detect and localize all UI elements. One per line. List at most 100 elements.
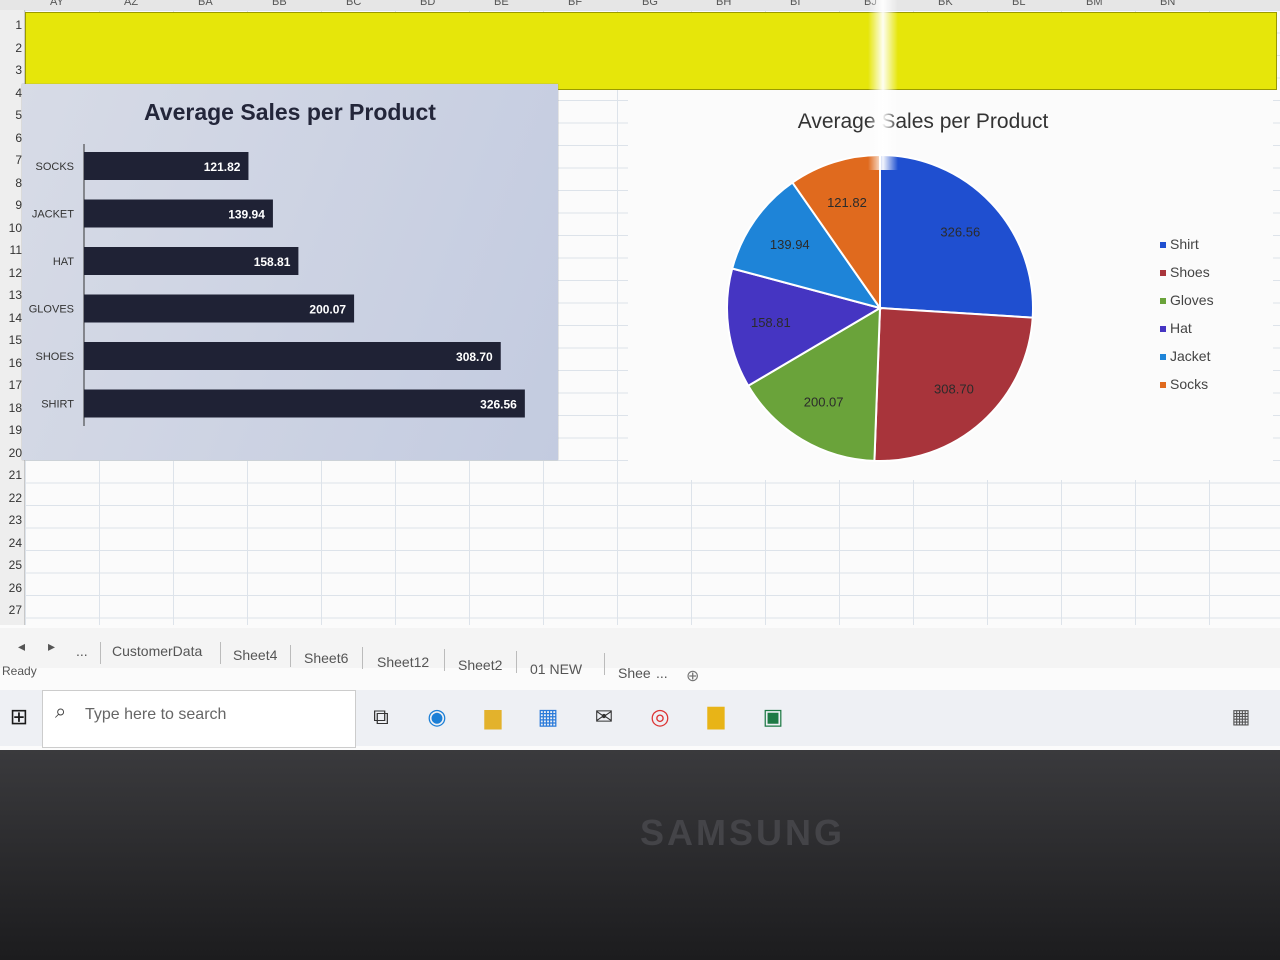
tab-01-new[interactable]: 01 NEW xyxy=(530,661,583,677)
column-header[interactable]: AZ xyxy=(124,0,139,8)
bar[interactable] xyxy=(84,342,501,370)
tab-sheet6[interactable]: Sheet6 xyxy=(304,650,349,666)
bar[interactable] xyxy=(84,199,273,228)
store-icon[interactable]: ▦ xyxy=(537,704,559,729)
column-header[interactable]: BB xyxy=(272,0,287,8)
legend-label: Shoes xyxy=(1170,264,1210,280)
add-sheet-icon[interactable]: ⊕ xyxy=(686,668,700,685)
row-number[interactable]: 18 xyxy=(8,400,22,415)
bar-value-label: 200.07 xyxy=(309,303,346,317)
row-number[interactable]: 21 xyxy=(8,468,22,482)
laptop-bezel: SAMSUNG xyxy=(0,750,1280,960)
legend-label: Hat xyxy=(1170,320,1192,336)
pie-value-label: 200.07 xyxy=(804,395,844,410)
row-number[interactable]: 25 xyxy=(8,558,22,572)
power-bi-icon[interactable]: ▇ xyxy=(707,704,725,729)
yellow-banner[interactable] xyxy=(25,12,1277,90)
row-number[interactable]: 10 xyxy=(8,220,22,235)
bar[interactable] xyxy=(84,152,249,180)
bar[interactable] xyxy=(84,247,299,275)
row-number[interactable]: 3 xyxy=(15,63,22,77)
bar[interactable] xyxy=(84,294,355,323)
file-explorer-icon[interactable]: ▆ xyxy=(484,704,502,729)
row-number[interactable]: 23 xyxy=(8,513,22,527)
search-placeholder: Type here to search xyxy=(85,706,227,723)
pie-value-label: 121.82 xyxy=(827,195,867,210)
edge-icon[interactable]: ◉ xyxy=(427,704,447,729)
column-header[interactable]: BK xyxy=(938,0,953,8)
legend-label: Gloves xyxy=(1170,292,1214,308)
column-header[interactable]: BI xyxy=(790,0,801,8)
pie-slice[interactable] xyxy=(730,181,883,310)
row-number[interactable]: 16 xyxy=(8,355,22,370)
tab-sheet12[interactable]: Sheet12 xyxy=(377,654,430,670)
tab-sheet2[interactable]: Sheet2 xyxy=(458,657,503,673)
row-number[interactable]: 1 xyxy=(15,18,22,32)
bar-chart[interactable]: Average Sales per Product SOCKS 121.82 JAC… xyxy=(22,84,558,460)
column-header[interactable]: BL xyxy=(1012,0,1026,8)
row-number[interactable]: 2 xyxy=(15,40,22,55)
pie-slice[interactable] xyxy=(746,306,882,462)
column-header[interactable]: BA xyxy=(198,0,213,8)
excel-icon[interactable]: ▣ xyxy=(762,704,784,729)
chrome-icon[interactable]: ◎ xyxy=(650,704,670,729)
row-number[interactable]: 20 xyxy=(8,445,22,460)
tab-customerdata[interactable]: CustomerData xyxy=(112,643,203,659)
more-tabs-right[interactable]: ... xyxy=(656,665,668,681)
windows-start-icon[interactable]: ⊞ xyxy=(9,704,29,729)
bar-category-label: SHOES xyxy=(35,351,74,363)
pie-value-label: 158.81 xyxy=(751,315,791,330)
screen-glare xyxy=(868,0,898,170)
pie-slice[interactable] xyxy=(873,306,1034,462)
row-number[interactable]: 14 xyxy=(8,310,22,325)
bar[interactable] xyxy=(84,389,525,418)
legend-swatch xyxy=(1160,326,1166,333)
row-number[interactable]: 13 xyxy=(8,288,22,302)
column-header[interactable]: BF xyxy=(568,0,583,8)
column-header[interactable]: BM xyxy=(1086,0,1103,8)
legend-item: Hat xyxy=(1160,320,1192,336)
row-header-bar: 1 2 3 4 5 6 7 8 9 10 11 12 13 14 15 16 17 18 19 20 21 22 23 24 2… xyxy=(0,10,25,625)
row-number[interactable]: 12 xyxy=(8,265,22,280)
row-number[interactable]: 26 xyxy=(8,580,22,595)
task-view-icon[interactable]: ⧉ xyxy=(373,704,389,729)
row-number[interactable]: 7 xyxy=(15,153,22,167)
row-number[interactable]: 27 xyxy=(8,603,22,617)
bar-category-label: SHIRT xyxy=(41,399,74,411)
legend-swatch xyxy=(1160,298,1166,305)
row-number[interactable]: 4 xyxy=(15,85,22,100)
legend-swatch xyxy=(1160,242,1166,249)
column-header[interactable]: BG xyxy=(642,0,658,8)
column-header[interactable]: AY xyxy=(50,0,64,8)
bar-category-label: JACKET xyxy=(32,209,74,221)
row-number[interactable]: 17 xyxy=(8,378,22,392)
row-number[interactable]: 6 xyxy=(15,130,22,145)
row-number[interactable]: 8 xyxy=(15,175,22,190)
bar-category-label: SOCKS xyxy=(35,161,74,173)
column-header[interactable]: BH xyxy=(716,0,732,8)
column-header[interactable]: BC xyxy=(346,0,362,8)
pie-chart[interactable]: Average Sales per Product 326.56 308.70 20… xyxy=(628,90,1273,480)
legend-item: Shoes xyxy=(1160,264,1210,280)
pie-slice[interactable] xyxy=(879,153,1034,319)
legend-item: Jacket xyxy=(1160,348,1210,364)
pie-chart-title: Average Sales per Product xyxy=(797,110,1049,133)
column-header[interactable]: BD xyxy=(420,0,436,8)
grid-view-icon[interactable]: ▦ xyxy=(1231,706,1251,728)
tab-scroll-right-icon[interactable]: ▸ xyxy=(48,638,56,654)
column-header[interactable]: BN xyxy=(1160,0,1176,8)
column-header[interactable]: BE xyxy=(494,0,509,8)
row-number[interactable]: 15 xyxy=(8,333,22,347)
row-number[interactable]: 19 xyxy=(8,423,22,437)
taskbar-search-box[interactable]: ⌕ Type here to search xyxy=(42,690,356,748)
mail-icon[interactable]: ✉ xyxy=(594,704,614,729)
row-number[interactable]: 9 xyxy=(15,198,22,212)
tab-sheet4[interactable]: Sheet4 xyxy=(233,647,278,663)
row-number[interactable]: 24 xyxy=(8,535,22,550)
row-number[interactable]: 22 xyxy=(8,490,22,505)
tab-shee[interactable]: Shee xyxy=(618,665,651,681)
row-number[interactable]: 5 xyxy=(15,108,22,122)
more-tabs-left[interactable]: ... xyxy=(76,643,88,659)
row-number[interactable]: 11 xyxy=(9,243,22,257)
tab-scroll-left-icon[interactable]: ◂ xyxy=(18,638,26,654)
